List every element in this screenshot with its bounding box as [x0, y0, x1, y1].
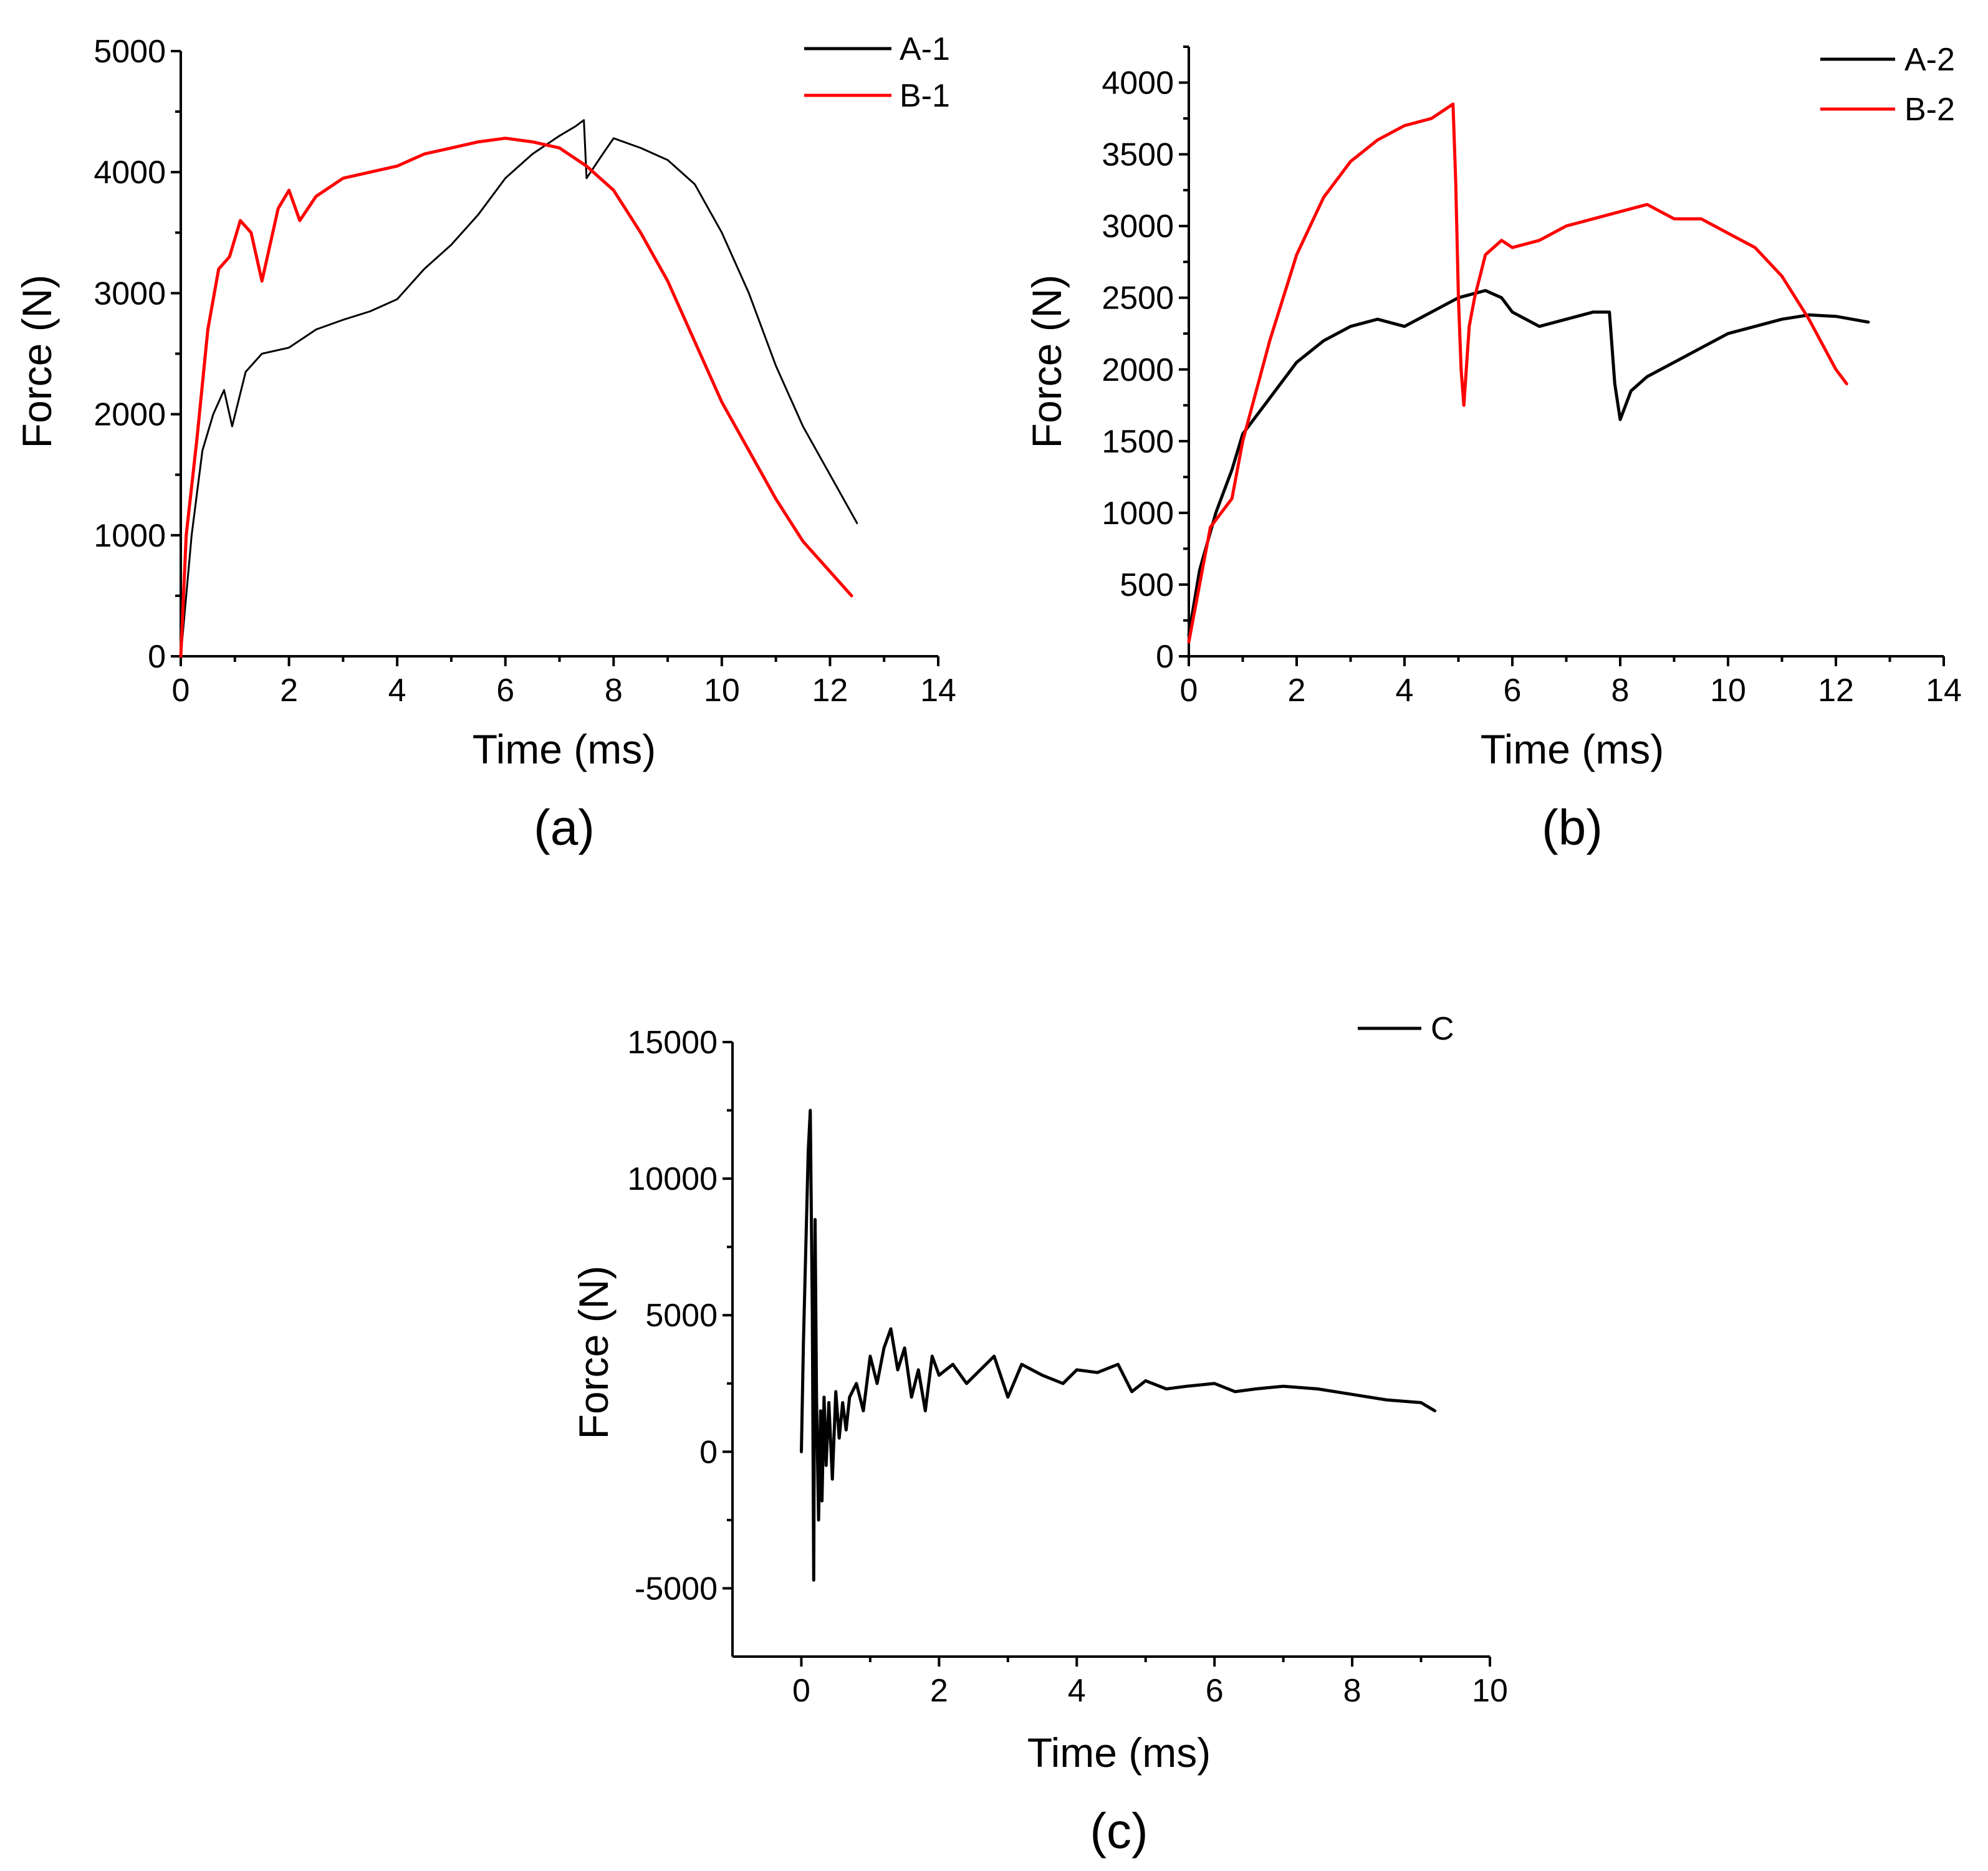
x-tick-label: 14 — [920, 672, 956, 709]
x-axis-title-c: Time (ms) — [1027, 1730, 1211, 1776]
panel-label-a: (a) — [534, 800, 595, 855]
x-tick-label: 4 — [1396, 672, 1414, 709]
y-axis-title-c: Force (N) — [570, 1266, 617, 1440]
y-tick-label: 5000 — [94, 34, 166, 70]
series-line-A-1 — [180, 119, 858, 658]
legend-label-A-1: A-1 — [900, 31, 950, 67]
y-tick-label: 500 — [1120, 567, 1174, 603]
plot-area-b: 0 2 4 6 8 10 12 14 0 500 1000 1500 2000 2500 3000 3500 4… — [1102, 42, 1962, 709]
y-tick-label: 15000 — [627, 1025, 718, 1061]
chart-panel-b: 0 2 4 6 8 10 12 14 0 500 1000 1500 2000 2500 3000 3500 4… — [1024, 42, 1962, 855]
legend-label-B-1: B-1 — [900, 78, 950, 114]
y-tick-label: 0 — [699, 1434, 718, 1470]
series-line-B-1 — [179, 136, 853, 658]
x-tick-label: 2 — [280, 672, 298, 709]
y-tick-label: 0 — [148, 639, 166, 675]
x-tick-label: 10 — [1710, 672, 1746, 709]
plot-area-a: 0 2 4 6 8 10 12 14 0 1000 2000 3000 4000 5000 A-1 B-1 — [94, 31, 956, 709]
x-tick-label: 2 — [930, 1673, 948, 1709]
y-tick-label: 1500 — [1102, 424, 1174, 460]
chart-panel-a: 0 2 4 6 8 10 12 14 0 1000 2000 3000 4000 5000 A-1 B-1 T… — [14, 31, 956, 855]
y-tick-label: 0 — [1156, 639, 1174, 675]
x-tick-label: 12 — [1818, 672, 1854, 709]
panel-label-b: (b) — [1542, 800, 1603, 855]
y-tick-label: 3500 — [1102, 137, 1174, 173]
y-tick-label: 2000 — [94, 397, 166, 433]
x-tick-label: 8 — [1611, 672, 1630, 709]
y-tick-label: 1000 — [94, 518, 166, 554]
legend-label-A-2: A-2 — [1904, 42, 1955, 78]
y-tick-label: -5000 — [635, 1571, 718, 1607]
x-tick-label: 10 — [1472, 1673, 1508, 1709]
x-tick-label: 4 — [1068, 1673, 1086, 1709]
chart-panel-c: 0 2 4 6 8 10 -5000 0 5000 10000 15000 C Time (ms) F… — [570, 1011, 1508, 1859]
series-line-C — [800, 1109, 1437, 1582]
y-tick-label: 1000 — [1102, 495, 1174, 532]
x-axis-title-b: Time (ms) — [1481, 726, 1664, 772]
y-tick-label: 4000 — [94, 155, 166, 191]
x-tick-label: 14 — [1926, 672, 1962, 709]
y-axis-title-a: Force (N) — [14, 275, 60, 449]
x-axis-title-a: Time (ms) — [473, 726, 656, 772]
y-tick-label: 3000 — [94, 275, 166, 312]
y-tick-label: 3000 — [1102, 209, 1174, 245]
x-tick-label: 4 — [388, 672, 406, 709]
y-tick-label: 2500 — [1102, 280, 1174, 317]
x-tick-label: 2 — [1288, 672, 1306, 709]
x-tick-label: 0 — [792, 1673, 810, 1709]
series-line-B-2 — [1187, 102, 1848, 644]
legend-label-B-2: B-2 — [1904, 92, 1955, 128]
x-tick-label: 6 — [1206, 1673, 1224, 1709]
x-tick-label: 6 — [1504, 672, 1522, 709]
x-tick-label: 12 — [812, 672, 848, 709]
y-axis-title-b: Force (N) — [1024, 275, 1070, 449]
panel-label-c: (c) — [1090, 1803, 1148, 1859]
x-tick-label: 0 — [172, 672, 190, 709]
x-tick-label: 0 — [1180, 672, 1198, 709]
x-tick-label: 8 — [1343, 1673, 1361, 1709]
x-tick-label: 6 — [496, 672, 514, 709]
y-tick-label: 5000 — [645, 1298, 718, 1334]
x-tick-label: 10 — [704, 672, 740, 709]
y-tick-label: 10000 — [627, 1161, 718, 1197]
series-line-A-2 — [1187, 289, 1870, 636]
x-tick-label: 8 — [605, 672, 623, 709]
y-tick-label: 2000 — [1102, 352, 1174, 388]
y-tick-label: 4000 — [1102, 65, 1174, 102]
plot-area-c: 0 2 4 6 8 10 -5000 0 5000 10000 15000 C — [627, 1011, 1508, 1709]
legend-label-C: C — [1431, 1011, 1454, 1047]
